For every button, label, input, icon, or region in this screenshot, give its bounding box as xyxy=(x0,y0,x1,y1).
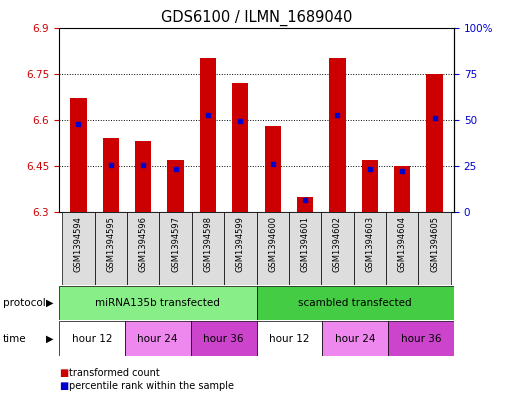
Bar xyxy=(426,74,443,212)
Bar xyxy=(70,98,87,212)
Bar xyxy=(160,212,192,285)
Bar xyxy=(322,321,388,356)
Text: GSM1394597: GSM1394597 xyxy=(171,216,180,272)
Bar xyxy=(353,212,386,285)
Text: scambled transfected: scambled transfected xyxy=(299,298,412,308)
Text: hour 12: hour 12 xyxy=(72,334,112,344)
Bar xyxy=(386,212,419,285)
Text: GSM1394604: GSM1394604 xyxy=(398,216,407,272)
Text: GDS6100 / ILMN_1689040: GDS6100 / ILMN_1689040 xyxy=(161,10,352,26)
Text: ▶: ▶ xyxy=(46,334,54,344)
Text: GSM1394594: GSM1394594 xyxy=(74,216,83,272)
Bar xyxy=(200,58,216,212)
Bar xyxy=(192,212,224,285)
Bar xyxy=(256,321,322,356)
Text: time: time xyxy=(3,334,26,344)
Bar xyxy=(388,321,454,356)
Text: ■: ■ xyxy=(59,381,68,391)
Bar xyxy=(321,212,353,285)
Text: percentile rank within the sample: percentile rank within the sample xyxy=(69,381,234,391)
Text: ▶: ▶ xyxy=(46,298,54,308)
Bar xyxy=(127,212,160,285)
Text: hour 36: hour 36 xyxy=(203,334,244,344)
Text: transformed count: transformed count xyxy=(69,367,160,378)
Bar xyxy=(103,138,119,212)
Text: protocol: protocol xyxy=(3,298,45,308)
Bar xyxy=(135,141,151,212)
Text: GSM1394603: GSM1394603 xyxy=(365,216,374,272)
Bar xyxy=(232,83,248,212)
Text: GSM1394601: GSM1394601 xyxy=(301,216,309,272)
Text: miRNA135b transfected: miRNA135b transfected xyxy=(95,298,220,308)
Bar xyxy=(125,321,191,356)
Bar xyxy=(62,212,94,285)
Bar xyxy=(167,160,184,212)
Bar xyxy=(59,321,125,356)
Bar xyxy=(224,212,256,285)
Bar xyxy=(256,286,454,320)
Text: hour 36: hour 36 xyxy=(401,334,441,344)
Text: GSM1394595: GSM1394595 xyxy=(106,216,115,272)
Text: GSM1394596: GSM1394596 xyxy=(139,216,148,272)
Text: hour 12: hour 12 xyxy=(269,334,310,344)
Text: GSM1394599: GSM1394599 xyxy=(236,216,245,272)
Text: hour 24: hour 24 xyxy=(335,334,376,344)
Bar xyxy=(256,212,289,285)
Bar xyxy=(394,166,410,212)
Text: GSM1394600: GSM1394600 xyxy=(268,216,277,272)
Bar xyxy=(191,321,256,356)
Text: hour 24: hour 24 xyxy=(137,334,178,344)
Bar xyxy=(419,212,451,285)
Text: GSM1394605: GSM1394605 xyxy=(430,216,439,272)
Text: GSM1394602: GSM1394602 xyxy=(333,216,342,272)
Bar xyxy=(329,58,346,212)
Text: GSM1394598: GSM1394598 xyxy=(204,216,212,272)
Bar xyxy=(297,197,313,212)
Bar xyxy=(362,160,378,212)
Bar xyxy=(59,286,256,320)
Text: ■: ■ xyxy=(59,367,68,378)
Bar xyxy=(94,212,127,285)
Bar xyxy=(289,212,321,285)
Bar xyxy=(265,126,281,212)
